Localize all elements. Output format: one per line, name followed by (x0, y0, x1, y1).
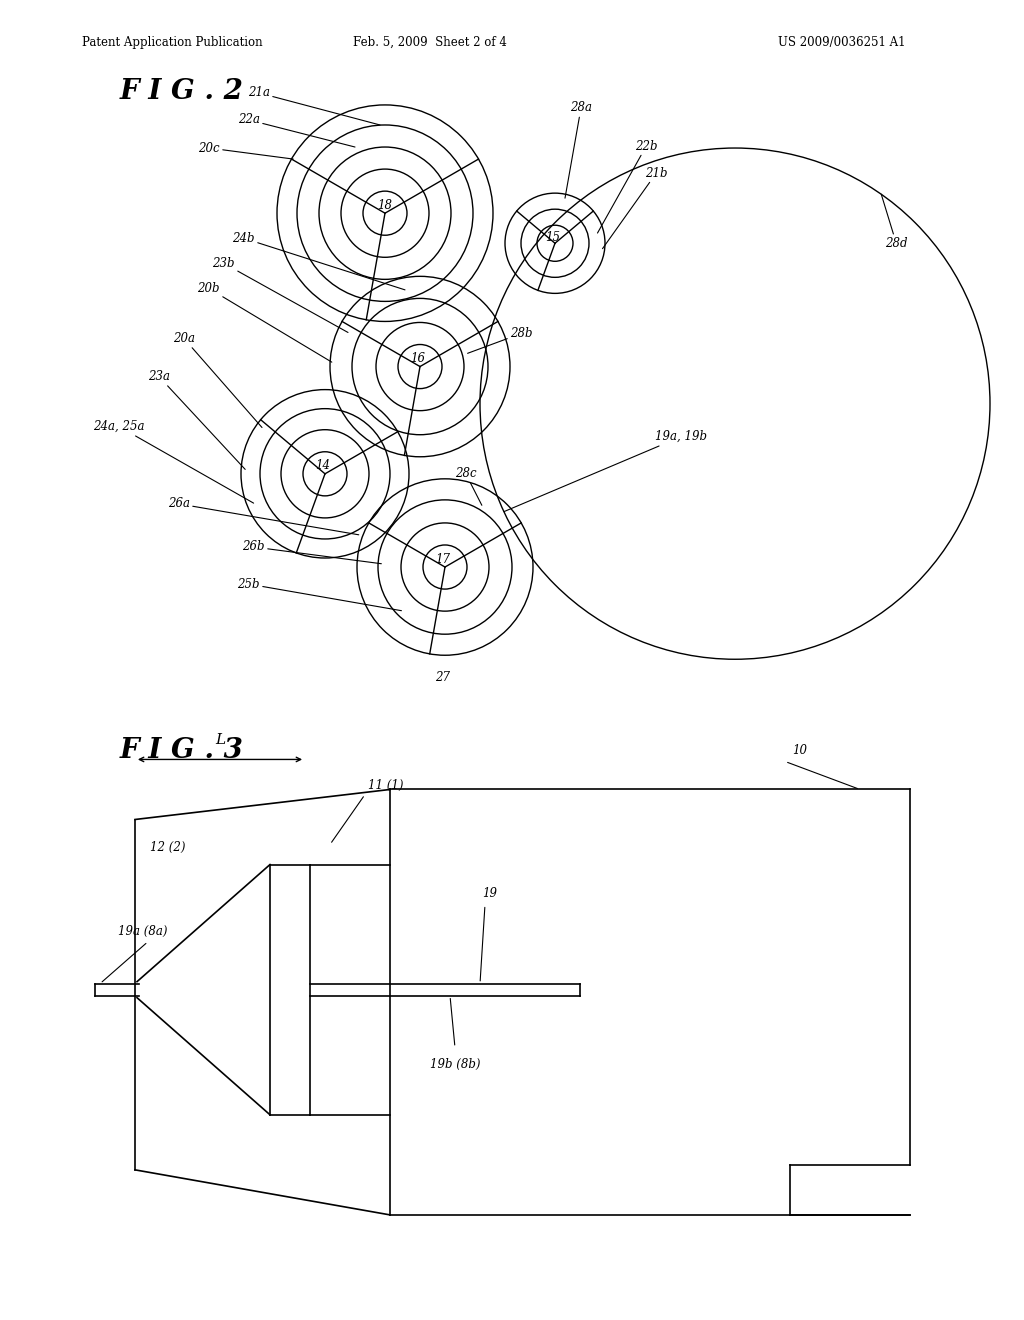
Text: 23a: 23a (148, 370, 245, 470)
Text: 28c: 28c (455, 467, 482, 506)
Text: 28d: 28d (882, 194, 907, 249)
Text: 19a, 19b: 19a, 19b (504, 430, 707, 512)
Text: 25b: 25b (238, 578, 401, 611)
Text: 20c: 20c (199, 141, 293, 158)
Text: 10: 10 (792, 744, 807, 758)
Text: F I G . 3: F I G . 3 (120, 738, 244, 764)
Text: 22a: 22a (238, 114, 355, 147)
Text: F I G . 2: F I G . 2 (120, 78, 244, 104)
Text: 28b: 28b (468, 327, 532, 354)
Text: Patent Application Publication: Patent Application Publication (82, 36, 262, 49)
Text: L: L (215, 734, 225, 747)
Text: 24a, 25a: 24a, 25a (93, 420, 254, 503)
Text: 15: 15 (546, 231, 560, 244)
Text: 24b: 24b (232, 232, 406, 290)
Text: 14: 14 (315, 459, 331, 473)
Text: 19: 19 (482, 887, 497, 900)
Text: 22b: 22b (597, 140, 657, 234)
Text: 11 (1): 11 (1) (368, 779, 403, 792)
Text: Feb. 5, 2009  Sheet 2 of 4: Feb. 5, 2009 Sheet 2 of 4 (353, 36, 507, 49)
Text: 20b: 20b (198, 282, 332, 362)
Text: 20a: 20a (173, 333, 262, 428)
Text: 23b: 23b (213, 257, 348, 333)
Text: 28a: 28a (565, 102, 592, 198)
Text: US 2009/0036251 A1: US 2009/0036251 A1 (778, 36, 906, 49)
Text: 21a: 21a (248, 86, 380, 125)
Text: 26a: 26a (168, 498, 358, 535)
Text: 17: 17 (435, 553, 451, 565)
Text: 18: 18 (378, 199, 392, 211)
Text: 27: 27 (435, 671, 450, 684)
Text: 19a (8a): 19a (8a) (118, 924, 168, 937)
Text: 19b (8b): 19b (8b) (430, 1057, 480, 1071)
Text: 21b: 21b (602, 166, 668, 248)
Text: 26b: 26b (243, 540, 381, 564)
Text: 16: 16 (411, 352, 426, 366)
Text: 12 (2): 12 (2) (150, 841, 185, 854)
